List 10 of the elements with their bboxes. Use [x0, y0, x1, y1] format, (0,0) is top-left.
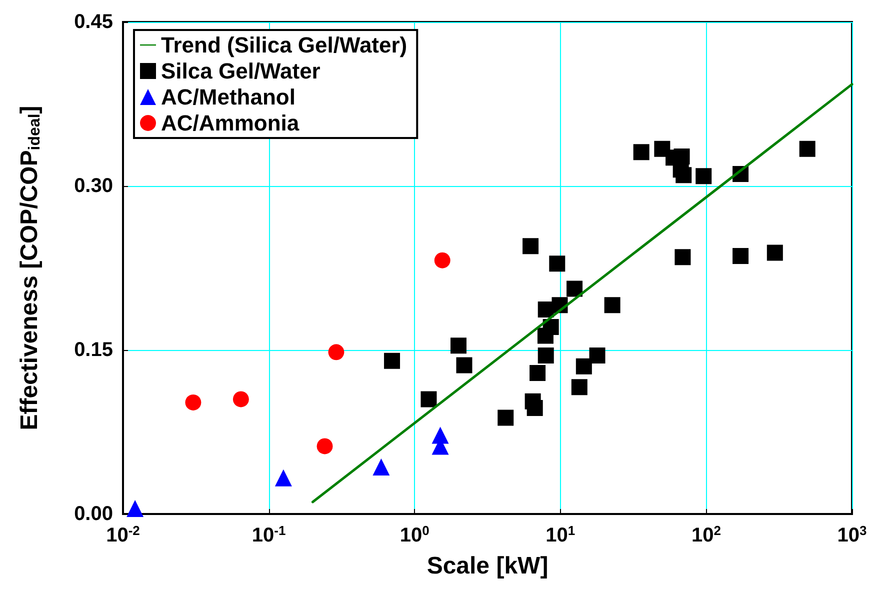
- legend-label: Silca Gel/Water: [161, 58, 321, 84]
- x-axis-title: Scale [kW]: [426, 552, 548, 580]
- y-tick-label: 0.30: [74, 175, 113, 197]
- y-tick-label: 0.00: [74, 503, 113, 525]
- y-tick-label: 0.45: [74, 11, 113, 33]
- legend-label: AC/Ammonia: [161, 110, 300, 136]
- legend-label: AC/Methanol: [161, 84, 296, 110]
- y-tick-label: 0.15: [74, 339, 113, 361]
- y-axis-title: Effectiveness [COP/COPideal]: [16, 106, 44, 430]
- legend-label: Trend (Silica Gel/Water): [161, 32, 408, 58]
